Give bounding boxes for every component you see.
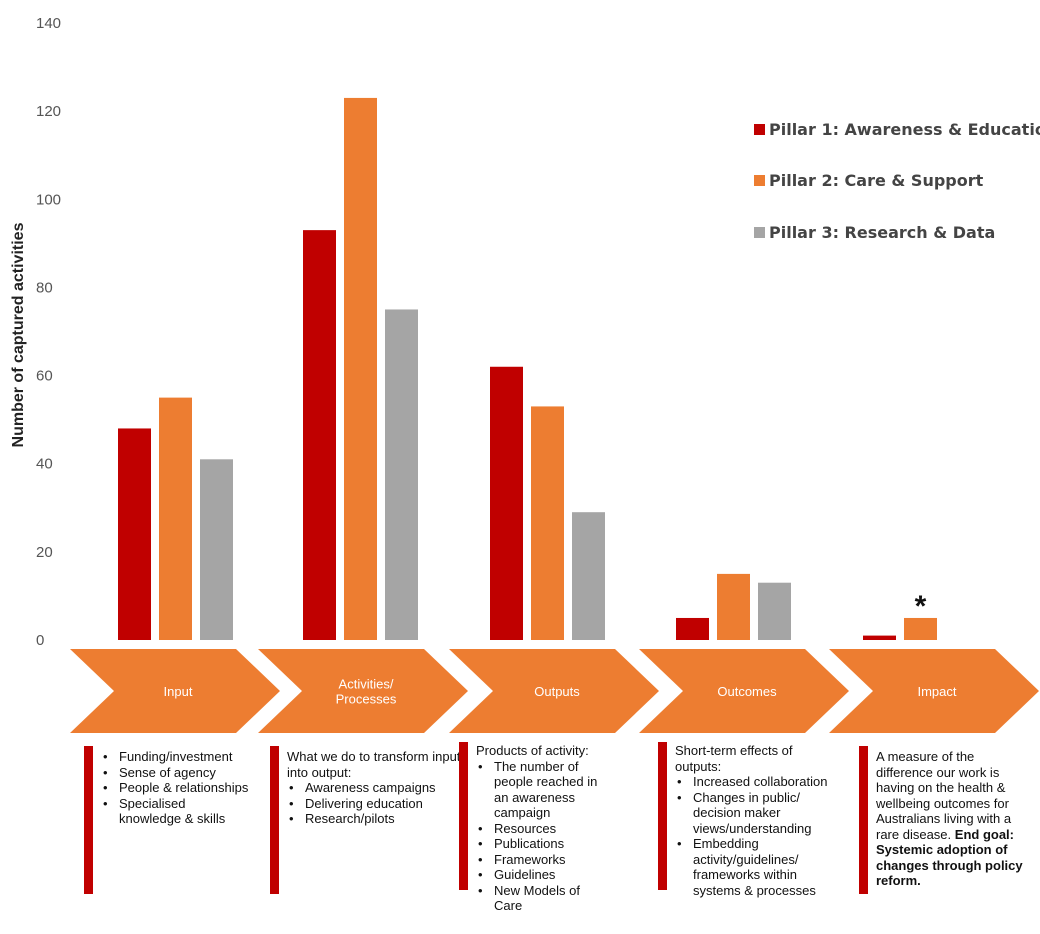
desc-outputs: Products of activity: The number of peop…: [459, 742, 649, 913]
desc-bullet: Resources: [476, 821, 636, 837]
bar: [303, 230, 336, 640]
bar: [344, 97, 377, 640]
stage-label: Processes: [336, 692, 397, 707]
legend-swatch: [754, 124, 765, 135]
y-tick-label: 140: [36, 15, 61, 32]
stage-chevrons: Input Activities/Processes Outputs Outcomes…: [70, 649, 1039, 733]
desc-text: A measure of the difference our work is …: [876, 749, 1012, 842]
bar: [118, 428, 151, 640]
y-tick-label: 100: [36, 191, 61, 208]
bar: [531, 406, 564, 640]
desc-impact: A measure of the difference our work is …: [859, 746, 1039, 894]
legend: Pillar 1: Awareness & Education Pillar 2:…: [754, 120, 1040, 242]
desc-bullet: Increased collaboration: [675, 774, 845, 790]
desc-activities: What we do to transform input into outpu…: [270, 746, 460, 894]
desc-bullet: Embedding activity/guidelines/ framework…: [675, 836, 823, 898]
desc-bullet: Frameworks: [476, 852, 636, 868]
desc-marker: [459, 742, 468, 890]
bar: [717, 573, 750, 640]
desc-bullet: Sense of agency: [101, 765, 249, 781]
annotations: *: [915, 590, 927, 623]
desc-marker: [658, 742, 667, 890]
y-tick-label: 120: [36, 103, 61, 120]
desc-bullet: The number of people reached in an aware…: [476, 759, 606, 821]
desc-marker: [84, 746, 93, 894]
bar: [490, 366, 523, 640]
bar: [200, 459, 233, 640]
desc-bold: End goal: Systemic adoption of changes t…: [876, 826, 1023, 889]
stage-chevron: [449, 649, 659, 733]
bar: [159, 397, 192, 640]
desc-bullet: Delivering education: [287, 796, 463, 812]
stage-label: Impact: [917, 684, 956, 699]
desc-marker: [859, 746, 868, 894]
bar: [572, 512, 605, 640]
desc-bullet: Guidelines: [476, 867, 636, 883]
legend-swatch: [754, 175, 765, 186]
desc-outcomes: Short-term effects of outputs: Increased…: [658, 742, 858, 898]
bar: [676, 617, 709, 640]
y-tick-label: 40: [36, 456, 53, 473]
stage-label: Outcomes: [717, 684, 777, 699]
y-tick-label: 60: [36, 368, 53, 385]
legend-label: Pillar 3: Research & Data: [769, 223, 995, 242]
bar: [863, 635, 896, 640]
desc-marker: [270, 746, 279, 894]
bar: [904, 617, 937, 640]
desc-input: Funding/investment Sense of agency Peopl…: [84, 746, 274, 894]
bar: [385, 309, 418, 640]
desc-intro: Products of activity:: [476, 743, 589, 758]
y-tick-label: 80: [36, 279, 53, 296]
bars: [118, 97, 937, 640]
legend-swatch: [754, 227, 765, 238]
desc-bullet: Research/pilots: [287, 811, 463, 827]
legend-label: Pillar 1: Awareness & Education: [769, 120, 1040, 139]
stage-chevron: [70, 649, 280, 733]
desc-bullet: New Models of Care: [476, 883, 594, 914]
desc-intro: What we do to transform input into outpu…: [287, 749, 461, 780]
desc-bullet: Publications: [476, 836, 636, 852]
y-tick-label: 0: [36, 632, 44, 649]
desc-bullet: People & relationships: [101, 780, 249, 796]
stage-label: Outputs: [534, 684, 580, 699]
stage-label: Input: [164, 684, 193, 699]
y-axis-ticks: 0 20 40 60 80 100 120 140: [36, 15, 61, 649]
annotation-asterisk: *: [915, 590, 927, 623]
stage-chevron: [639, 649, 849, 733]
stage-chevron: [829, 649, 1039, 733]
desc-bullet: Awareness campaigns: [287, 780, 463, 796]
bar: [758, 582, 791, 640]
desc-bullet: Changes in public/ decision maker views/…: [675, 790, 817, 837]
y-tick-label: 20: [36, 544, 53, 561]
legend-label: Pillar 2: Care & Support: [769, 171, 984, 190]
desc-bullet: Specialised knowledge & skills: [101, 796, 249, 827]
desc-intro: Short-term effects of outputs:: [675, 743, 793, 774]
y-axis-label: Number of captured activities: [10, 222, 27, 447]
stage-label: Activities/: [339, 677, 394, 692]
desc-bullet: Funding/investment: [101, 749, 249, 765]
stage-chevron: [258, 649, 468, 733]
